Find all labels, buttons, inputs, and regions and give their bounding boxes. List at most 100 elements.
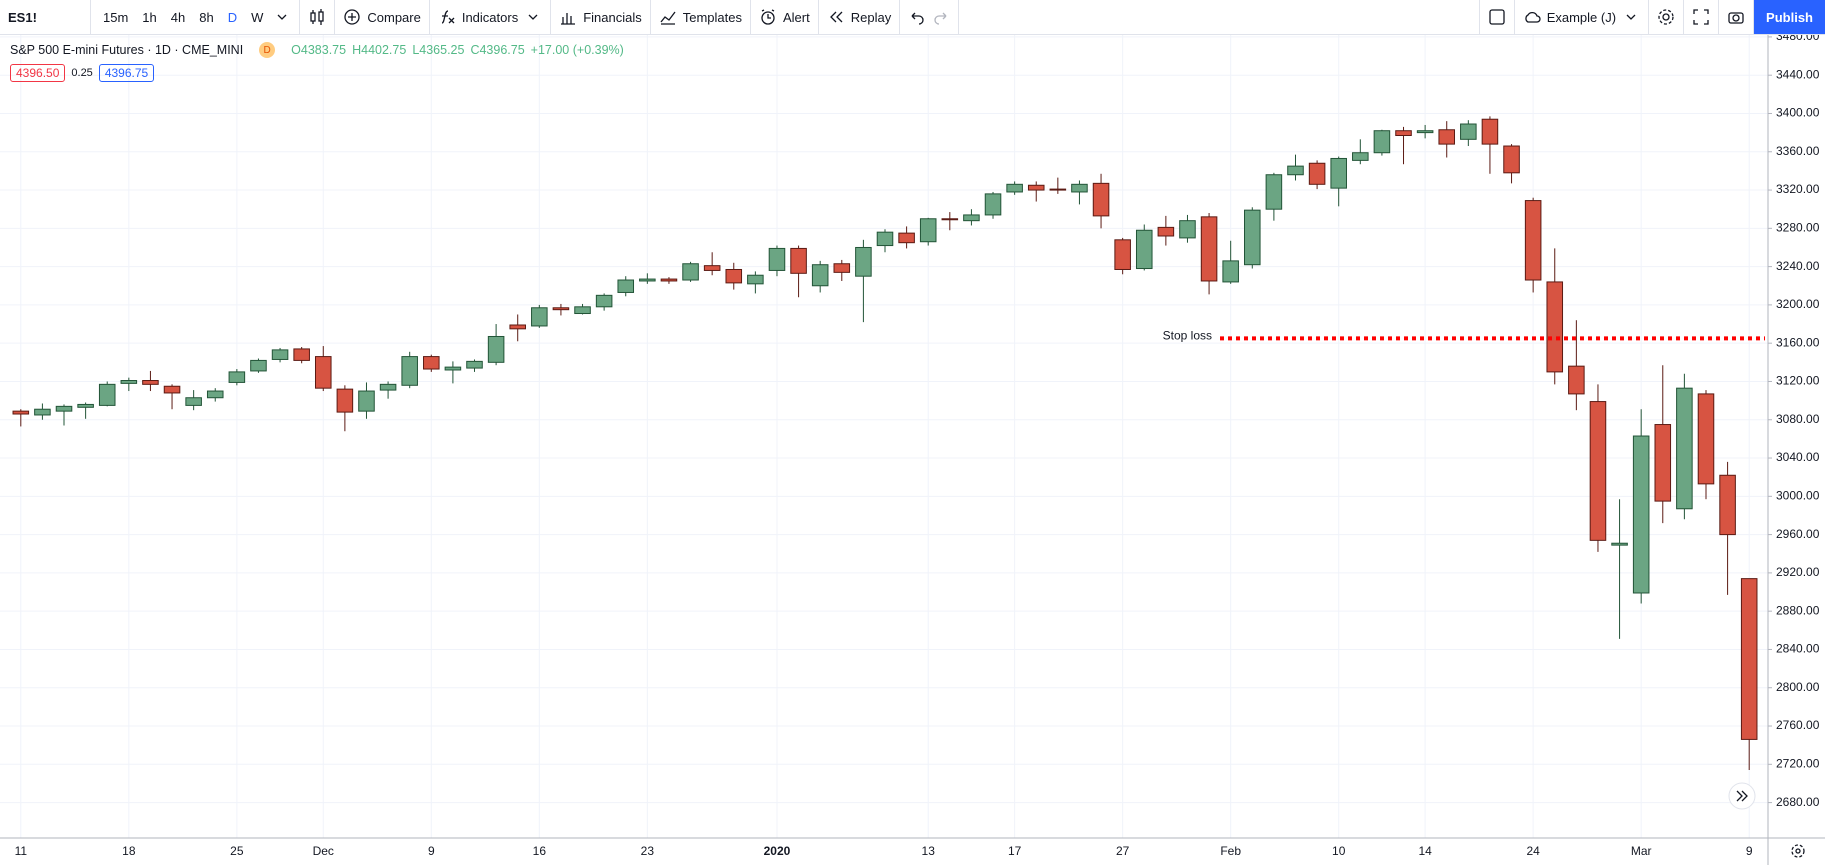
candle xyxy=(1114,237,1131,275)
candle-body xyxy=(1568,365,1585,395)
button-label: Replay xyxy=(850,9,892,25)
candle xyxy=(98,381,116,407)
candle-body xyxy=(1438,129,1456,145)
interval[interactable]: D xyxy=(227,9,238,25)
candle-body xyxy=(963,214,980,222)
candle xyxy=(142,370,159,392)
undo-icon[interactable] xyxy=(908,8,926,26)
undo-redo[interactable] xyxy=(900,0,960,34)
candle xyxy=(1200,213,1218,295)
candle xyxy=(1481,116,1499,174)
x-tick-label: 13 xyxy=(922,844,936,858)
y-tick-label: 2880.00 xyxy=(1776,603,1820,617)
interval[interactable]: 15m xyxy=(103,9,129,25)
button-label: Alert xyxy=(783,9,810,25)
candle-body xyxy=(1654,424,1672,502)
expand-icon xyxy=(1693,9,1709,25)
button-label: Indicators xyxy=(461,9,519,25)
button-icon xyxy=(1736,790,1748,802)
candle xyxy=(1546,248,1564,385)
ohlc-open: O4383.75 xyxy=(291,43,347,57)
candle-body xyxy=(509,324,526,330)
candle-body xyxy=(228,371,246,383)
candle-body xyxy=(293,348,310,361)
y-tick-label: 2920.00 xyxy=(1776,565,1820,579)
fullscreen-toggle[interactable] xyxy=(1478,0,1515,34)
candle xyxy=(855,239,872,323)
candle-body xyxy=(1265,174,1283,210)
bars-icon xyxy=(561,13,576,25)
y-tick-label: 3080.00 xyxy=(1776,412,1820,426)
chart-style[interactable] xyxy=(300,0,336,34)
y-tick-label: 3240.00 xyxy=(1776,259,1820,273)
candle-body xyxy=(1092,182,1110,217)
y-tick-label: 2840.00 xyxy=(1776,642,1820,656)
x-tick-label: 14 xyxy=(1418,844,1432,858)
candle xyxy=(423,354,440,372)
compare-button[interactable]: Compare xyxy=(335,0,430,34)
candle-body xyxy=(379,383,397,391)
x-tick-label: Feb xyxy=(1220,844,1241,858)
alert-button[interactable]: Alert xyxy=(751,0,819,34)
candle-body xyxy=(1179,220,1196,239)
candle-body xyxy=(919,218,937,243)
scroll-to-end-button[interactable] xyxy=(1728,782,1756,810)
x-tick-label: 16 xyxy=(533,844,547,858)
spread: 0.25 xyxy=(71,67,93,79)
candle-body xyxy=(444,366,462,371)
indicators-button[interactable]: Indicators xyxy=(430,0,552,34)
square-icon xyxy=(1489,9,1505,25)
ohlc-change: +17.00 (+0.39%) xyxy=(530,43,624,57)
interval[interactable]: 4h xyxy=(170,9,186,25)
candle xyxy=(574,303,591,315)
candle xyxy=(768,245,786,277)
x-tick-label: 18 xyxy=(122,844,136,858)
candle-body xyxy=(660,278,678,282)
financials-button[interactable]: Financials xyxy=(551,0,651,34)
candle xyxy=(1157,215,1175,246)
layout-button[interactable]: Example (J) xyxy=(1515,0,1650,34)
candle xyxy=(1179,214,1196,243)
x-tick-label: 2020 xyxy=(764,844,791,858)
candle xyxy=(790,245,807,298)
candle xyxy=(660,277,678,284)
candle-body xyxy=(12,410,30,415)
settings-button[interactable] xyxy=(1649,0,1685,34)
candle-body xyxy=(55,405,73,412)
symbol-title: S&P 500 E-mini Futures · 1D · CME_MINI xyxy=(10,43,244,57)
replay-button[interactable]: Replay xyxy=(819,0,901,34)
ask-price[interactable]: 4396.75 xyxy=(98,64,155,82)
plus-icon xyxy=(344,9,361,25)
candle xyxy=(271,347,289,363)
interval[interactable]: 8h xyxy=(199,9,214,25)
redo-icon[interactable] xyxy=(932,8,950,26)
candle xyxy=(1676,373,1693,520)
ohlc-high: H4402.75 xyxy=(352,43,407,57)
fullscreen-button[interactable] xyxy=(1684,0,1720,34)
snapshot-button[interactable] xyxy=(1719,0,1755,34)
ohlc-close: C4396.75 xyxy=(470,43,525,57)
axis-settings[interactable] xyxy=(1791,844,1805,858)
interval[interactable]: W xyxy=(251,9,264,25)
candle-body xyxy=(725,268,743,284)
candle xyxy=(595,293,613,311)
dropdown-icon[interactable] xyxy=(273,8,291,26)
candle xyxy=(336,385,354,432)
candle-body xyxy=(1330,157,1347,189)
candle xyxy=(552,303,570,316)
candle xyxy=(1740,578,1758,771)
candle-body xyxy=(401,356,418,386)
candle xyxy=(1503,144,1520,184)
templates-button[interactable]: Templates xyxy=(651,0,751,34)
y-tick-label: 3280.00 xyxy=(1776,221,1820,235)
candle xyxy=(185,390,202,411)
interval[interactable]: 1h xyxy=(142,9,157,25)
gear-icon xyxy=(1658,9,1674,25)
publish-button[interactable]: Publish xyxy=(1754,0,1825,34)
candle xyxy=(1460,120,1477,147)
candle xyxy=(466,359,483,372)
symbol[interactable]: ES1! xyxy=(0,0,91,34)
bid-price[interactable]: 4396.50 xyxy=(10,64,66,82)
candle xyxy=(206,388,224,402)
y-tick-label: 3000.00 xyxy=(1776,488,1820,502)
